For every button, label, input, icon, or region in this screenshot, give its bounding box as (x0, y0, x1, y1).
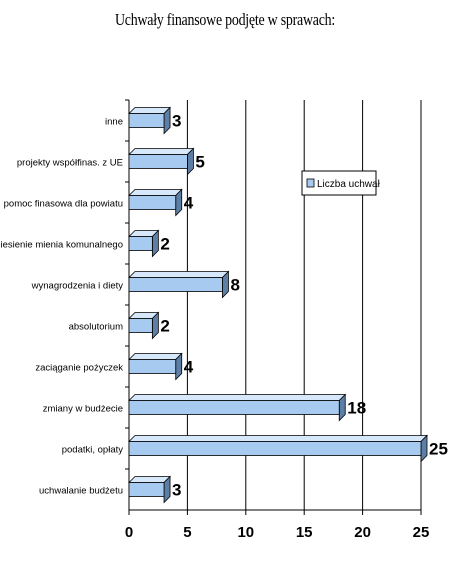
labels: 0 5 10 15 20 25 3 inne 5 projekty współfinas. z U… (0, 112, 448, 542)
data-label: 25 (429, 440, 448, 459)
data-label: 2 (160, 235, 169, 254)
bar-top (128, 435, 428, 442)
bar-front (128, 277, 223, 292)
bar-top (128, 353, 183, 360)
category-label: podatki, opłaty (62, 445, 124, 456)
bar (128, 229, 160, 258)
bar (128, 352, 183, 381)
bar-front (128, 154, 188, 169)
bar-front (128, 236, 153, 251)
bar (128, 311, 160, 340)
category-label: zmiany w budżecie (43, 404, 123, 415)
bar (128, 475, 172, 504)
category-label: uchwalanie budżetu (39, 486, 123, 497)
bar (128, 188, 183, 217)
legend-swatch (306, 178, 315, 188)
x-tick-label: 5 (183, 524, 191, 541)
bar (128, 393, 347, 422)
data-label: 18 (347, 399, 366, 418)
bar-front (128, 195, 177, 210)
legend-label: Liczba uchwał (317, 179, 381, 190)
bar-front (128, 113, 165, 128)
x-tick-label: 20 (354, 524, 371, 541)
bars (128, 106, 428, 504)
bar-front (128, 400, 340, 415)
bar (128, 106, 172, 135)
data-label: 3 (172, 112, 181, 131)
bar-top (128, 107, 172, 114)
data-label: 4 (184, 358, 194, 377)
x-tick-label: 15 (296, 524, 313, 541)
category-label: wynagrodzenia i diety (31, 281, 124, 292)
bar-top (128, 476, 172, 483)
bar-top (128, 271, 230, 278)
bar-front (128, 482, 165, 497)
x-tick-label: 10 (237, 524, 254, 541)
bar-front (128, 318, 153, 333)
category-label: zaciąganie pożyczek (35, 363, 123, 374)
bar (128, 270, 230, 299)
x-tick-label: 25 (413, 524, 430, 541)
bar-top (128, 189, 183, 196)
category-label: pomoc finasowa dla powiatu (4, 199, 123, 210)
bar (128, 147, 195, 176)
bar-top (128, 394, 347, 401)
category-label: absolutorium (69, 322, 123, 333)
category-label: projekty współfinas. z UE (17, 158, 123, 169)
bar-front (128, 359, 177, 374)
data-label: 2 (160, 317, 169, 336)
data-label: 3 (172, 481, 181, 500)
bar (128, 434, 428, 463)
bar-top (128, 148, 195, 155)
x-tick-label: 0 (125, 524, 133, 541)
data-label: 8 (230, 276, 239, 295)
chart-title: Uchwały finansowe podjęte w sprawach: (114, 10, 336, 29)
legend: Liczba uchwał (301, 170, 381, 196)
bar-front (128, 441, 422, 456)
category-label: inne (105, 117, 123, 128)
category-label: wniesienie mienia komunalnego (0, 240, 123, 251)
data-label: 5 (195, 153, 204, 172)
data-label: 4 (184, 194, 194, 213)
